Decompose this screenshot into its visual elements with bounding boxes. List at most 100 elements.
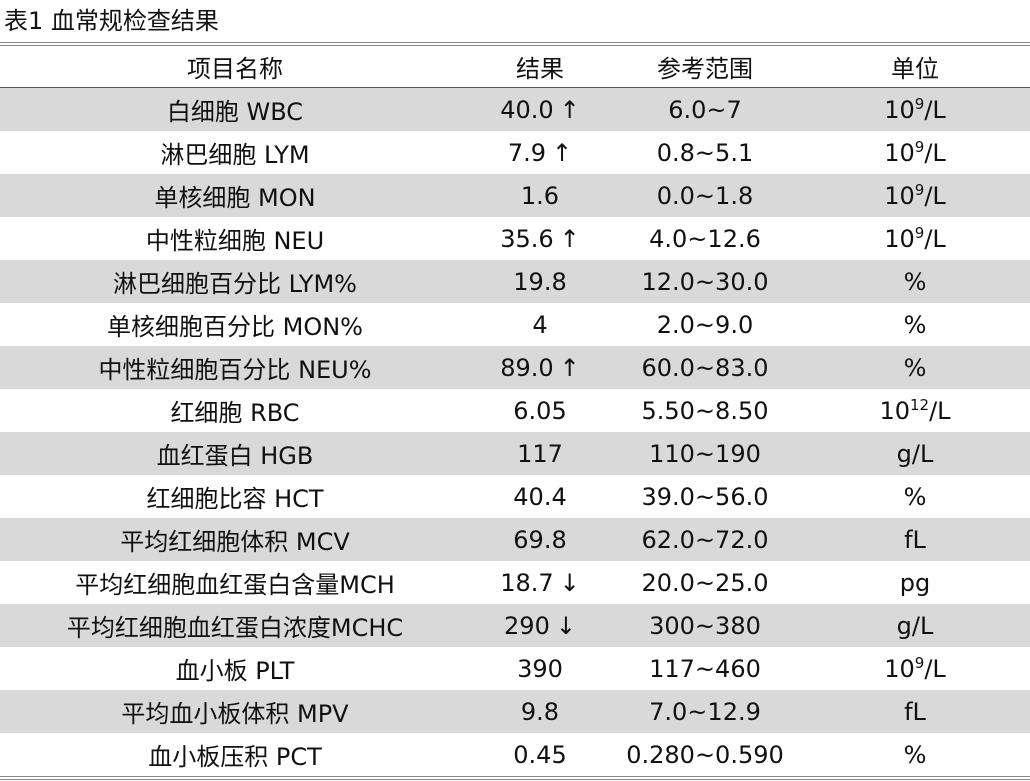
item-cell: 单核细胞百分比 MON% <box>107 313 363 341</box>
item-cell: 淋巴细胞 LYM <box>160 141 310 169</box>
result-value: 117 <box>517 439 563 468</box>
result-value: 40.0 <box>500 95 554 124</box>
unit-tail: /L <box>929 396 951 425</box>
unit-exponent: 12 <box>909 395 930 414</box>
unit: % <box>903 740 927 769</box>
item-cell: 平均红细胞血红蛋白含量MCH <box>75 571 395 599</box>
results-table: 项目名称 结果 参考范围 单位 白细胞 WBC 40.0 ↑ 6.0~7 109/L 淋巴细胞 … <box>0 42 1030 780</box>
table-row: 白细胞 WBC 40.0 ↑ 6.0~7 109/L <box>0 87 1030 131</box>
unit-cell: 109/L <box>800 217 1030 260</box>
unit-cell: g/L <box>800 604 1030 647</box>
result-value: 0.45 <box>513 740 567 769</box>
unit: % <box>903 310 927 339</box>
table-row: 血红蛋白 HGB 117 110~190 g/L <box>0 432 1030 475</box>
table-row: 平均血小板体积 MPV 9.8 7.0~12.9 fL <box>0 690 1030 733</box>
range-cell: 117~460 <box>649 654 761 683</box>
range-cell: 110~190 <box>610 432 800 475</box>
unit-cell: 109/L <box>800 131 1030 174</box>
unit-base: 10 <box>884 181 915 210</box>
header-cell: 项目名称 <box>0 44 470 88</box>
result-flag: ↓ <box>555 611 576 640</box>
table-row: 中性粒细胞 NEU 35.6 ↑ 4.0~12.6 109/L <box>0 217 1030 260</box>
result-value: 40.4 <box>513 482 567 511</box>
unit-exponent: 9 <box>914 223 925 242</box>
range-cell: 0.8~5.1 <box>656 138 754 167</box>
unit-cell: 109/L <box>800 87 1030 131</box>
item-cell: 淋巴细胞百分比 LYM% <box>0 260 470 303</box>
range-cell: 6.0~7 <box>610 87 800 131</box>
range-cell: 0.0~1.8 <box>610 174 800 217</box>
item-cell: 白细胞 WBC <box>0 87 470 131</box>
unit-base: 10 <box>884 654 915 683</box>
item-cell: 单核细胞 MON <box>0 174 470 217</box>
result-value: 1.6 <box>520 181 560 210</box>
range-cell: 20.0~25.0 <box>641 568 769 597</box>
result-value: 390 <box>517 654 563 683</box>
result-flag: ↑ <box>559 353 580 382</box>
unit-tail: /L <box>924 181 946 210</box>
item-cell: 红细胞比容 HCT <box>146 485 324 513</box>
result-flag: ↑ <box>559 224 580 253</box>
range-cell: 5.50~8.50 <box>641 396 769 425</box>
unit: % <box>903 267 927 296</box>
range-cell: 12.0~30.0 <box>610 260 800 303</box>
unit-exponent: 9 <box>914 94 925 113</box>
table-row: 平均红细胞体积 MCV 69.8 62.0~72.0 fL <box>0 518 1030 561</box>
result-flag: ↑ <box>559 95 580 124</box>
header-cell: 单位 <box>800 44 1030 88</box>
unit-base: 10 <box>884 95 915 124</box>
unit-cell: 109/L <box>800 174 1030 217</box>
unit-cell: g/L <box>800 432 1030 475</box>
result-value: 18.7 <box>500 568 554 597</box>
result-flag: ↓ <box>559 568 580 597</box>
result-flag: ↑ <box>552 138 573 167</box>
result-value: 69.8 <box>513 525 567 554</box>
range-cell: 7.0~12.9 <box>610 690 800 733</box>
result-cell: 9.8 <box>470 690 610 733</box>
range-cell: 2.0~9.0 <box>656 310 754 339</box>
header-cell: 结果 <box>470 44 610 88</box>
result-cell: 6.05 <box>470 389 610 432</box>
table-row: 红细胞 RBC 6.05 5.50~8.50 1012/L <box>0 389 1030 432</box>
result-cell: 290 ↓ <box>470 604 610 647</box>
unit-base: 10 <box>884 138 915 167</box>
range-cell: 300~380 <box>610 604 800 647</box>
unit: fL <box>904 525 926 554</box>
table-row: 血小板 PLT 390 117~460 109/L <box>0 647 1030 690</box>
table-row: 血小板压积 PCT 0.45 0.280~0.590% <box>0 733 1030 778</box>
unit-tail: /L <box>924 654 946 683</box>
result-value: 89.0 <box>500 353 554 382</box>
unit-cell: % <box>800 475 1030 518</box>
result-cell: 69.8 <box>470 518 610 561</box>
table-row: 红细胞比容 HCT 40.4 39.0~56.0% <box>0 475 1030 518</box>
item-cell: 血小板压积 PCT <box>148 743 322 771</box>
range-cell: 4.0~12.6 <box>649 224 761 253</box>
unit-exponent: 9 <box>914 653 925 672</box>
table-row: 平均红细胞血红蛋白含量MCH 18.7 ↓ 20.0~25.0 pg <box>0 561 1030 604</box>
table-row: 中性粒细胞百分比 NEU% 89.0 ↑ 60.0~83.0% <box>0 346 1030 389</box>
result-cell: 19.8 <box>470 260 610 303</box>
result-cell: 0.45 <box>470 733 610 778</box>
unit-exponent: 9 <box>914 137 925 156</box>
unit-tail: /L <box>924 95 946 124</box>
table-row: 淋巴细胞 LYM 7.9 ↑ 0.8~5.1 109/L <box>0 131 1030 174</box>
range-cell: 60.0~83.0 <box>610 346 800 389</box>
unit-cell: % <box>800 303 1030 346</box>
item-cell: 中性粒细胞百分比 NEU% <box>0 346 470 389</box>
result-cell: 89.0 ↑ <box>470 346 610 389</box>
unit: fL <box>904 697 926 726</box>
result-cell: 4 <box>470 303 610 346</box>
item-cell: 平均红细胞血红蛋白浓度MCHC <box>0 604 470 647</box>
result-value: 4 <box>532 310 548 339</box>
table-row: 淋巴细胞百分比 LYM% 19.8 12.0~30.0% <box>0 260 1030 303</box>
unit-cell: % <box>800 346 1030 389</box>
table-row: 单核细胞 MON 1.6 0.0~1.8 109/L <box>0 174 1030 217</box>
header-cell: 参考范围 <box>610 44 800 88</box>
unit-tail: /L <box>924 224 946 253</box>
item-cell: 平均血小板体积 MPV <box>0 690 470 733</box>
item-cell: 平均红细胞体积 MCV <box>0 518 470 561</box>
result-cell: 390 <box>470 647 610 690</box>
unit-tail: /L <box>924 138 946 167</box>
table-row: 单核细胞百分比 MON% 4 2.0~9.0% <box>0 303 1030 346</box>
